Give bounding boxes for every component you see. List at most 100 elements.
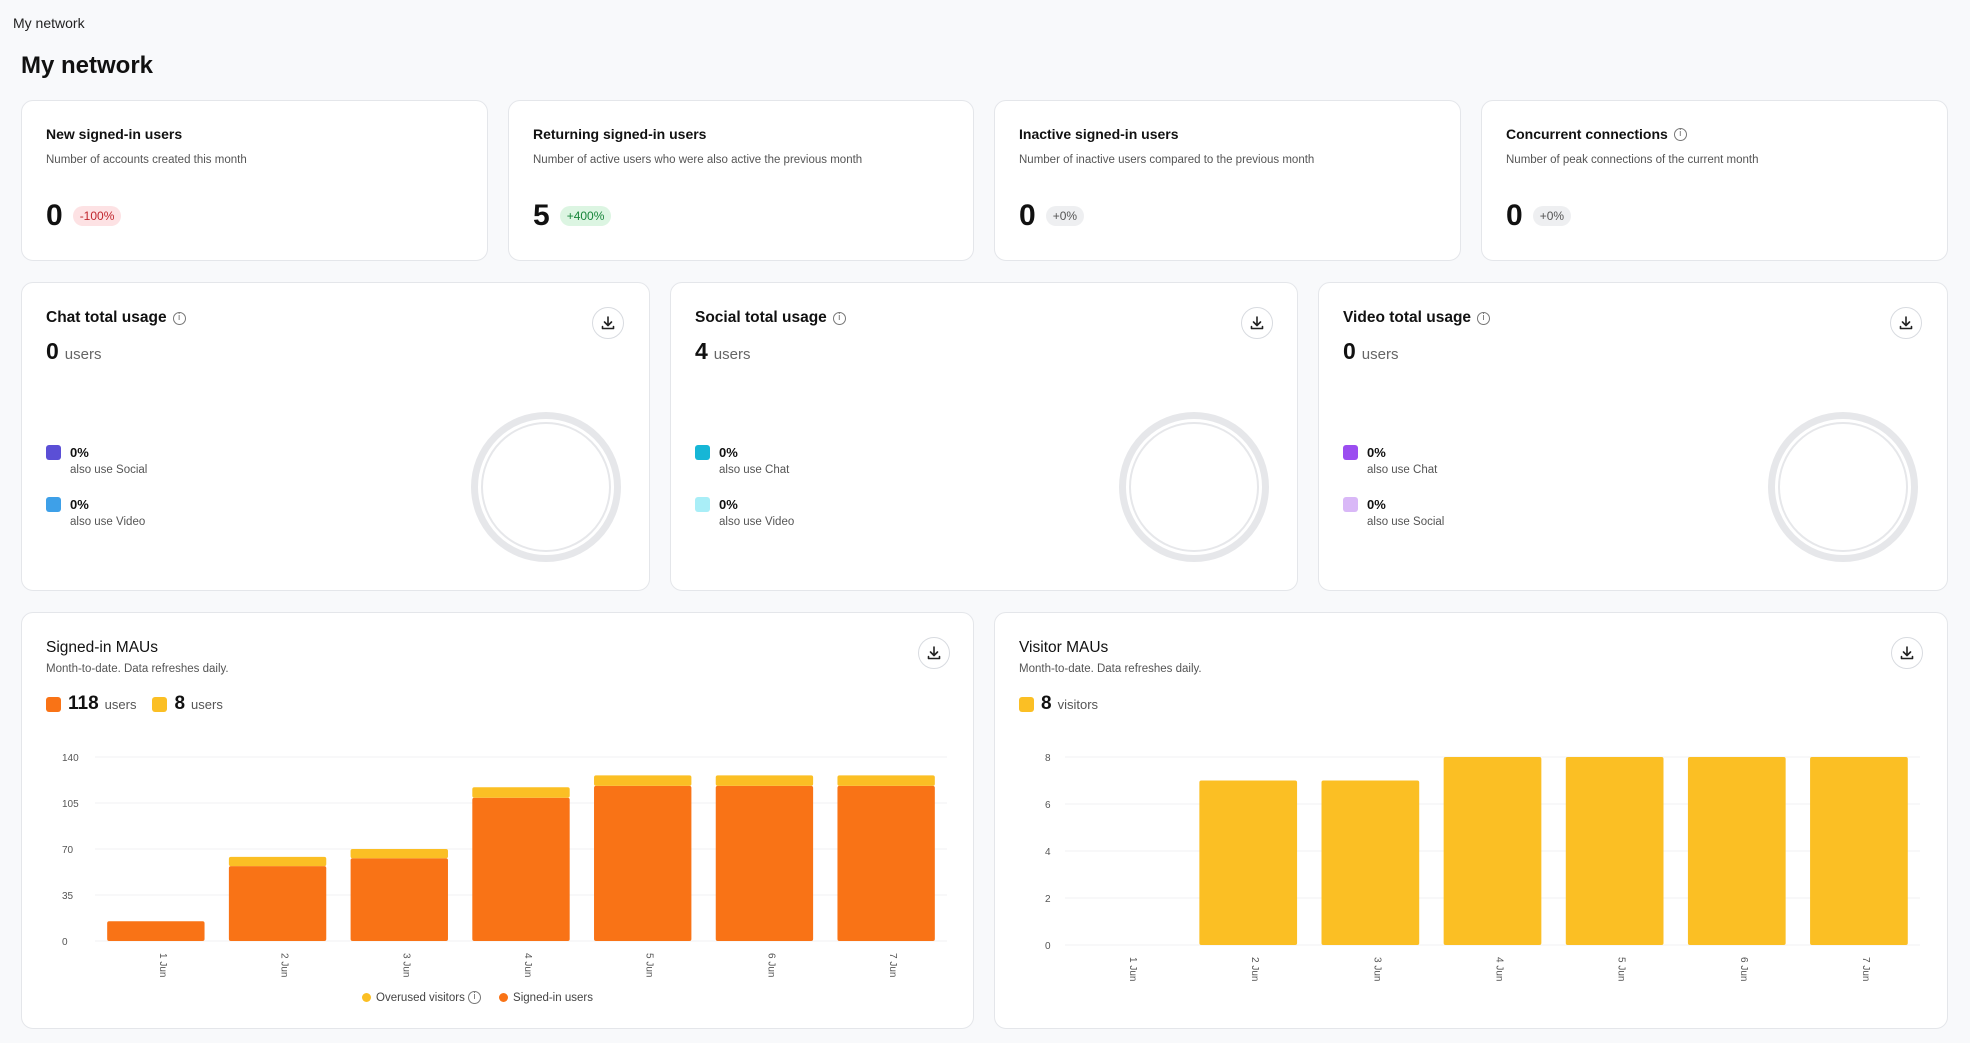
legend-percent: 0%	[1367, 445, 1386, 460]
y-tick-label: 0	[62, 937, 68, 948]
stat-overused: 8 users	[152, 693, 223, 715]
download-button[interactable]	[1891, 637, 1923, 669]
legend-swatch	[1343, 445, 1358, 460]
bar-signed-in-users-2	[350, 858, 448, 941]
kpi-value: 5	[533, 199, 550, 232]
change-badge: +400%	[559, 206, 612, 226]
kpi-card-new-users: New signed-in users Number of accounts c…	[21, 100, 488, 261]
signed-in-mau-chart: 0 35 70 105 140 1 Jun 2 Jun 3 Jun 4 Jun 5 Jun 6 Ju…	[62, 753, 947, 977]
usage-unit: users	[64, 346, 102, 363]
breadcrumb[interactable]: My network	[13, 15, 85, 31]
usage-count: 4	[695, 338, 708, 364]
x-tick-label: 5 Jun	[644, 953, 655, 977]
kpi-card-concurrent-connections: Concurrent connections i Number of peak …	[1481, 100, 1948, 261]
kpi-description: Number of peak connections of the curren…	[1506, 154, 1759, 166]
change-badge: -100%	[72, 206, 122, 226]
bar-overused-visitors-4	[594, 775, 692, 786]
usage-unit: users	[1361, 346, 1399, 363]
kpi-description: Number of active users who were also act…	[533, 154, 863, 166]
x-tick-label: 7 Jun	[1860, 957, 1871, 981]
bar-overused-visitors-3	[472, 787, 570, 798]
stat-unit: visitors	[1057, 696, 1099, 712]
info-icon[interactable]: i	[468, 991, 482, 1004]
info-icon[interactable]: i	[1477, 311, 1491, 325]
kpi-title: Inactive signed-in users	[1019, 126, 1179, 142]
donut-chart	[1768, 412, 1918, 562]
y-tick-label: 105	[62, 799, 79, 810]
kpi-card-returning-users: Returning signed-in users Number of acti…	[508, 100, 974, 261]
legend-swatch	[1343, 497, 1358, 512]
legend-swatch	[46, 497, 61, 512]
legend-signed-in-users[interactable]: Signed-in users	[499, 992, 593, 1004]
y-tick-label: 8	[1045, 753, 1051, 764]
stat-swatch	[46, 696, 61, 712]
kpi-description: Number of inactive users compared to the…	[1019, 154, 1315, 166]
social-usage-card: Social total usage i 4 users 0% also use C…	[670, 282, 1298, 591]
video-usage-card: Video total usage i 0 users 0% also use Ch…	[1318, 282, 1948, 591]
x-tick-label: 4 Jun	[522, 953, 533, 977]
stat-swatch	[152, 696, 168, 712]
download-icon	[927, 646, 941, 660]
stat-value: 8	[1041, 693, 1052, 714]
x-tick-label: 3 Jun	[1371, 957, 1382, 981]
stat-unit: users	[191, 696, 223, 712]
bar-signed-in-users-3	[472, 797, 570, 941]
y-tick-label: 2	[1045, 894, 1051, 905]
download-button[interactable]	[592, 307, 624, 339]
x-tick-label: 1 Jun	[157, 953, 168, 977]
donut-chart	[1119, 412, 1269, 562]
legend-label: Signed-in users	[513, 991, 593, 1004]
download-button[interactable]	[1241, 307, 1273, 339]
info-icon[interactable]: i	[832, 311, 846, 325]
y-tick-label: 6	[1045, 800, 1051, 811]
bar-signed-in-users-1	[228, 866, 327, 941]
info-icon[interactable]: i	[1673, 127, 1687, 141]
bar-series-3	[1443, 757, 1542, 945]
legend-swatch	[46, 445, 61, 460]
legend-label: also use Chat	[1367, 464, 1438, 476]
legend-label: also use Video	[70, 516, 146, 528]
legend-percent: 0%	[719, 497, 738, 512]
download-icon	[601, 316, 615, 330]
info-icon[interactable]: i	[172, 311, 186, 325]
x-tick-label: 2 Jun	[279, 953, 290, 977]
stat-value: 8	[174, 693, 186, 714]
x-tick-label: 6 Jun	[1738, 957, 1749, 981]
legend-percent: 0%	[70, 497, 89, 512]
usage-count: 0	[46, 338, 59, 364]
legend-percent: 0%	[719, 445, 738, 460]
stat-visitors: 8 visitors	[1019, 693, 1098, 715]
x-tick-label: 1 Jun	[1127, 957, 1138, 981]
usage-title: Social total usage i	[695, 309, 846, 327]
chat-usage-card: Chat total usage i 0 users 0% also use Soc…	[21, 282, 650, 591]
usage-unit: users	[713, 346, 751, 363]
page-title: My network	[21, 52, 154, 79]
y-tick-label: 4	[1045, 847, 1051, 858]
legend-percent: 0%	[70, 445, 89, 460]
y-tick-label: 140	[62, 753, 79, 764]
chart-title: Signed-in MAUs	[46, 639, 158, 656]
download-icon	[1250, 316, 1264, 330]
kpi-card-inactive-users: Inactive signed-in users Number of inact…	[994, 100, 1461, 261]
x-tick-label: 3 Jun	[400, 953, 411, 977]
download-button[interactable]	[1890, 307, 1922, 339]
bar-signed-in-users-0	[107, 921, 205, 941]
kpi-title: Concurrent connections i	[1506, 126, 1687, 142]
download-button[interactable]	[918, 637, 950, 669]
donut-chart	[471, 412, 621, 562]
legend-overused-visitors[interactable]: Overused visitors i	[362, 991, 482, 1004]
bar-signed-in-users-5	[715, 785, 814, 941]
usage-count: 0	[1343, 338, 1356, 364]
stat-swatch	[1019, 696, 1034, 712]
usage-title: Video total usage i	[1343, 309, 1491, 327]
bar-overused-visitors-1	[228, 856, 327, 867]
legend-swatch	[695, 497, 710, 512]
kpi-value: 0	[1506, 199, 1523, 232]
download-icon	[1900, 646, 1914, 660]
x-tick-label: 2 Jun	[1249, 957, 1260, 981]
x-tick-label: 7 Jun	[887, 953, 898, 977]
bar-overused-visitors-6	[837, 775, 935, 786]
legend-swatch	[695, 445, 710, 460]
legend-label: also use Chat	[719, 464, 790, 476]
change-badge: +0%	[1045, 206, 1085, 226]
